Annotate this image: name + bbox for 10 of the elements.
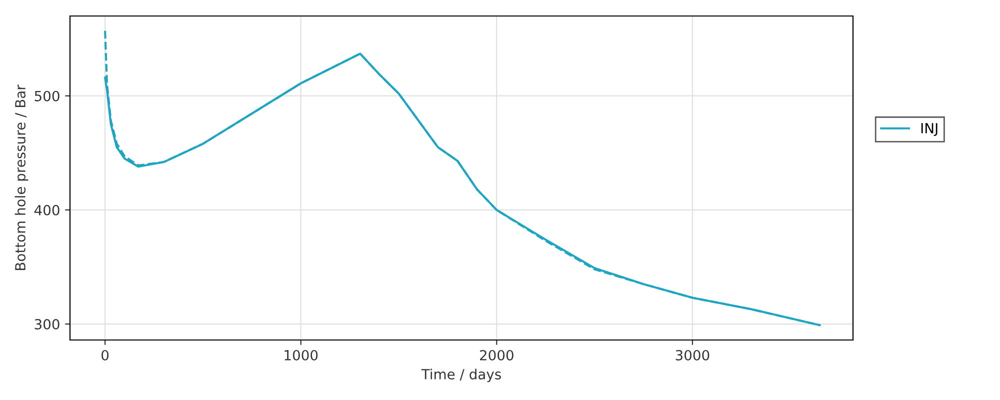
x-tick-label: 0 <box>102 350 109 360</box>
x-axis-title: Time / days <box>421 368 501 382</box>
legend-label: INJ <box>921 123 938 136</box>
x-tick-label: 3000 <box>676 350 710 360</box>
y-tick-label: 300 <box>34 318 60 330</box>
y-axis-title: Bottom hole pressure / Bar <box>14 84 28 270</box>
x-tick-label: 2000 <box>480 350 514 360</box>
x-tick-label: 1000 <box>284 350 318 360</box>
y-tick-label: 400 <box>34 204 60 216</box>
y-tick-label: 500 <box>34 90 60 102</box>
